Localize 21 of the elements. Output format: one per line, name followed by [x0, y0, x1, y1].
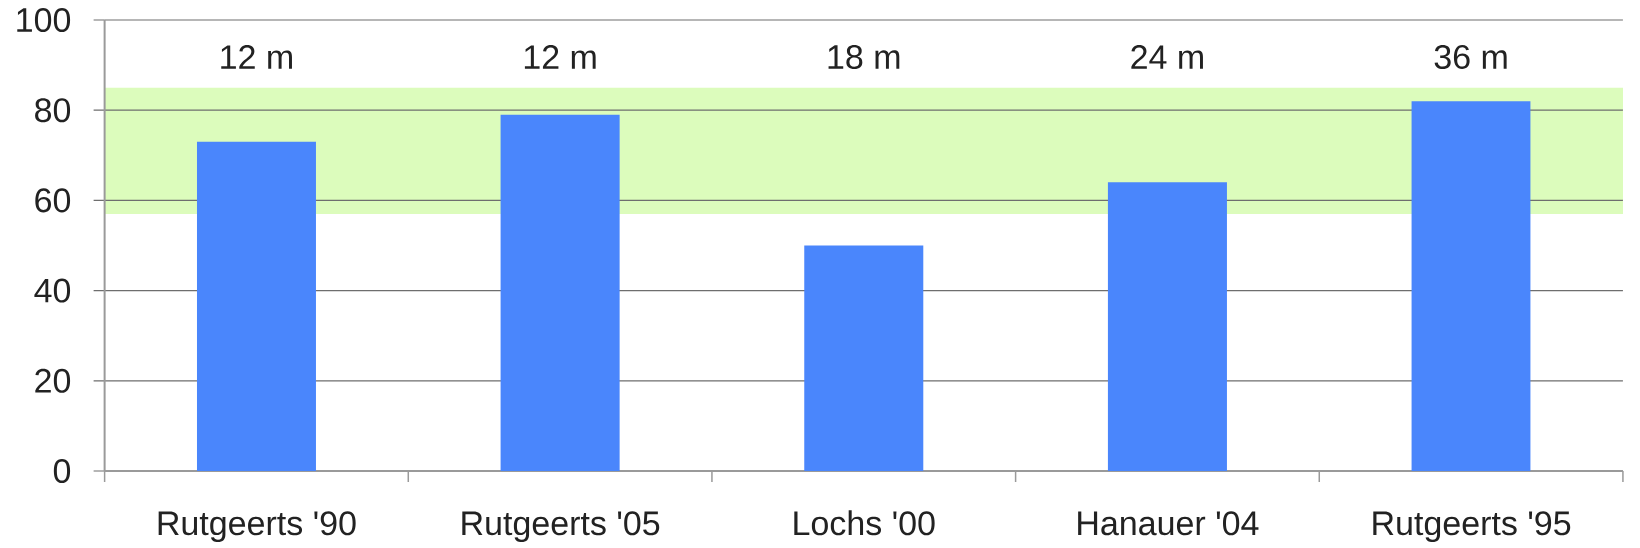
x-tick-label: Lochs '00	[794, 510, 935, 536]
annotation: 36 m	[1434, 44, 1507, 70]
y-tick-label: 0	[53, 458, 71, 484]
bar	[1411, 101, 1531, 471]
bar	[500, 114, 620, 471]
x-tick-label: Rutgeerts '95	[1373, 511, 1571, 543]
y-tick-label: 100	[17, 7, 71, 33]
y-tick-label: 20	[35, 368, 71, 393]
bar	[804, 245, 924, 471]
y-tick-label: 80	[35, 98, 71, 123]
annotation: 24 m	[1131, 45, 1203, 69]
bar	[196, 141, 316, 471]
y-tick-label: 40	[34, 278, 71, 303]
x-tick-label: Rutgeerts '05	[462, 511, 660, 543]
annotation: 12 m	[221, 45, 292, 69]
annotation: 18 m	[828, 44, 900, 70]
x-tick-label: Rutgeerts '90	[158, 511, 356, 543]
annotation: 12 m	[524, 45, 596, 69]
y-tick-label: 60	[35, 188, 71, 213]
bar	[1107, 182, 1227, 471]
x-tick-label: Hanauer '04	[1078, 511, 1259, 536]
